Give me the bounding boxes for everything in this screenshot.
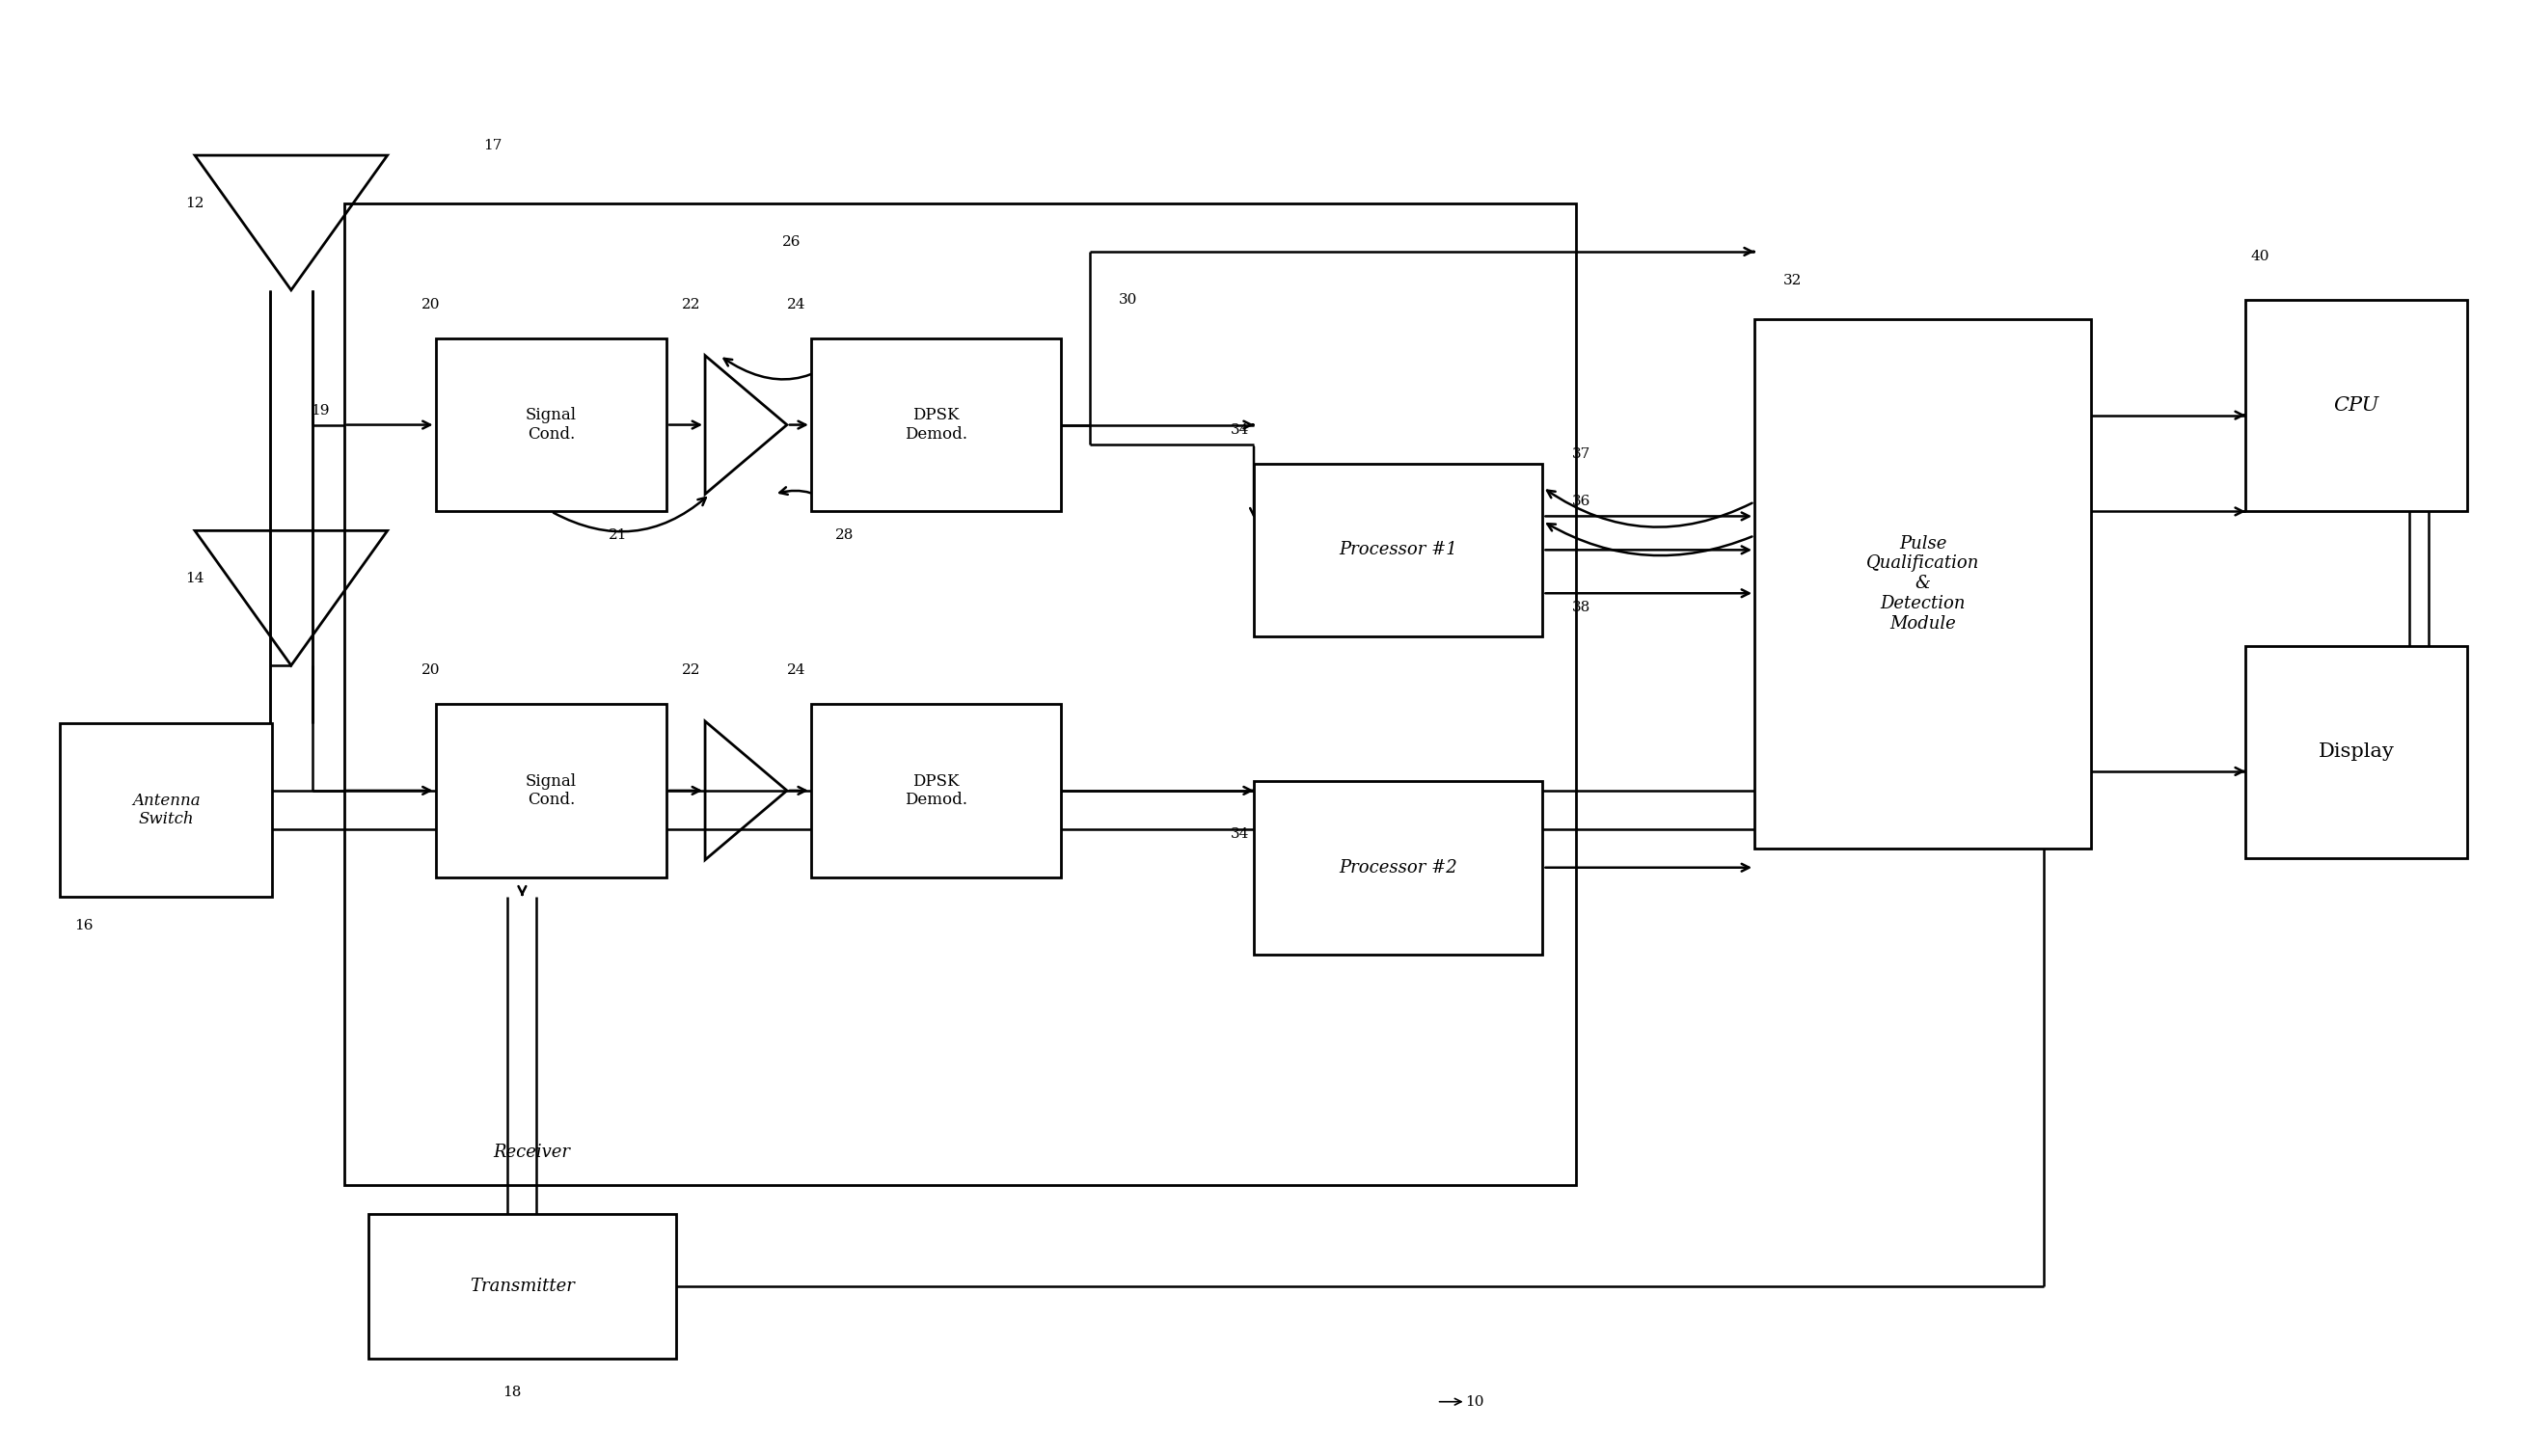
FancyBboxPatch shape	[369, 1214, 677, 1358]
Text: 24: 24	[788, 664, 806, 677]
Text: 19: 19	[311, 403, 331, 416]
Text: Transmitter: Transmitter	[470, 1277, 576, 1294]
Text: 22: 22	[682, 298, 700, 312]
Text: Receiver: Receiver	[493, 1144, 571, 1160]
FancyBboxPatch shape	[811, 703, 1061, 877]
Text: Display: Display	[2319, 743, 2395, 761]
FancyBboxPatch shape	[2246, 300, 2468, 511]
FancyBboxPatch shape	[1253, 780, 1543, 954]
Text: DPSK
Demod.: DPSK Demod.	[904, 408, 967, 443]
Text: 26: 26	[783, 236, 801, 249]
Text: 36: 36	[1571, 495, 1591, 508]
Text: 34: 34	[1230, 827, 1248, 840]
Text: 37: 37	[1571, 447, 1589, 460]
Text: CPU: CPU	[2334, 396, 2379, 415]
FancyBboxPatch shape	[811, 338, 1061, 511]
Text: 17: 17	[482, 138, 503, 153]
Text: 14: 14	[187, 572, 205, 585]
Text: 40: 40	[2251, 249, 2268, 264]
Text: Processor #1: Processor #1	[1339, 542, 1458, 559]
FancyBboxPatch shape	[1756, 319, 2092, 849]
Text: Processor #2: Processor #2	[1339, 859, 1458, 877]
Text: 21: 21	[609, 529, 626, 542]
Text: 20: 20	[422, 298, 440, 312]
Text: 16: 16	[76, 919, 93, 932]
FancyBboxPatch shape	[61, 724, 273, 897]
Text: 10: 10	[1465, 1395, 1485, 1408]
FancyBboxPatch shape	[2246, 646, 2468, 858]
Text: 20: 20	[422, 664, 440, 677]
Text: 34: 34	[1230, 422, 1248, 437]
Text: 30: 30	[1119, 293, 1137, 306]
Text: Antenna
Switch: Antenna Switch	[131, 792, 200, 827]
Text: 28: 28	[836, 529, 854, 542]
Text: 38: 38	[1571, 601, 1589, 614]
Text: 18: 18	[503, 1385, 523, 1399]
FancyBboxPatch shape	[434, 338, 667, 511]
Text: DPSK
Demod.: DPSK Demod.	[904, 773, 967, 808]
Text: Pulse
Qualification
&
Detection
Module: Pulse Qualification & Detection Module	[1867, 534, 1980, 632]
Text: 24: 24	[788, 298, 806, 312]
FancyBboxPatch shape	[434, 703, 667, 877]
FancyBboxPatch shape	[344, 204, 1576, 1185]
Text: 32: 32	[1783, 274, 1801, 287]
Text: 22: 22	[682, 664, 700, 677]
Text: Signal
Cond.: Signal Cond.	[525, 408, 576, 443]
Text: Signal
Cond.: Signal Cond.	[525, 773, 576, 808]
FancyBboxPatch shape	[1253, 463, 1543, 636]
Text: 12: 12	[187, 197, 205, 210]
